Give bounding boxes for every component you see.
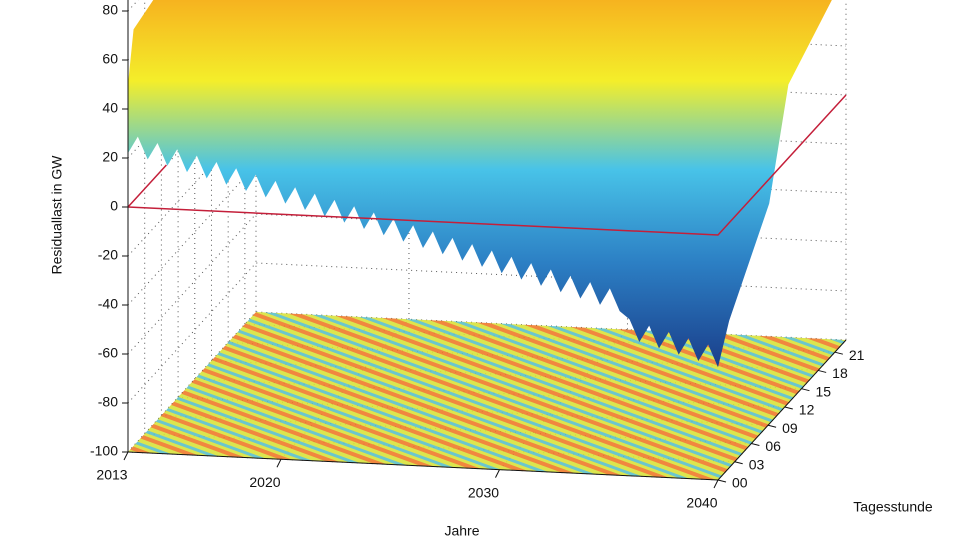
zero-line: [127, 164, 167, 208]
y-tick-label: 06: [765, 438, 781, 454]
surface: [128, 0, 832, 368]
z-tick-label: -100: [90, 443, 118, 459]
y-tick: [818, 369, 827, 373]
grid-line: [210, 0, 802, 390]
x-tick: [276, 459, 282, 468]
y-tick-label: 21: [849, 347, 865, 363]
z-axis-title: Residuallast in GW: [49, 155, 65, 275]
y-tick: [717, 479, 727, 483]
y-tick: [801, 388, 810, 392]
y-tick-label: 12: [799, 402, 815, 418]
y-tick: [734, 461, 743, 465]
y-tick-label: 00: [732, 475, 748, 491]
z-tick-label: 40: [102, 100, 118, 116]
y-tick-label: 03: [749, 456, 765, 472]
x-axis: [127, 451, 719, 481]
z-tick-label: 0: [110, 198, 118, 214]
x-axis-title: Jahre: [444, 523, 479, 539]
y-tick: [834, 351, 843, 355]
y-axis-title: Tagesstunde: [853, 499, 933, 515]
zero-line: [127, 94, 847, 236]
y-axis: [717, 339, 847, 481]
z-tick-label: -60: [98, 345, 118, 361]
x-tick-label: 2030: [468, 484, 499, 500]
z-tick-label: -40: [98, 296, 118, 312]
x-tick-label: 2013: [96, 467, 127, 483]
z-tick-label: 60: [102, 51, 118, 67]
z-tick-label: 80: [102, 2, 118, 18]
z-tick-label: 20: [102, 149, 118, 165]
floor-map: [128, 312, 846, 480]
grid-line: [177, 0, 769, 426]
y-tick: [767, 424, 777, 428]
y-tick: [751, 442, 760, 446]
x-tick: [123, 451, 129, 461]
y-tick: [784, 406, 793, 410]
y-tick-label: 18: [832, 365, 848, 381]
z-tick-label: -20: [98, 247, 118, 263]
x-tick: [495, 469, 500, 478]
y-tick-label: 09: [782, 420, 798, 436]
z-tick-label: -80: [98, 394, 118, 410]
grid-line: [194, 0, 785, 408]
x-tick-label: 2020: [249, 474, 280, 490]
y-tick-label: 15: [815, 383, 831, 399]
x-tick-label: 2040: [686, 495, 717, 511]
x-tick: [713, 479, 719, 489]
